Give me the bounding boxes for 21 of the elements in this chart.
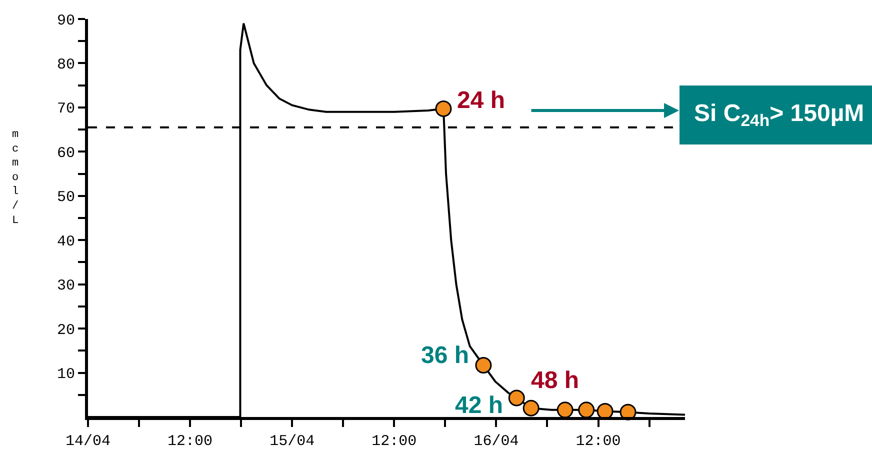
y-tick-label: 30 bbox=[56, 278, 75, 295]
y-axis-title: mcmol/L bbox=[12, 129, 19, 227]
x-tick-label: 12:00 bbox=[576, 433, 621, 450]
x-tick-label: 14/04 bbox=[65, 433, 111, 450]
y-tick-label: 50 bbox=[56, 189, 75, 206]
y-tick-label: 20 bbox=[56, 322, 75, 339]
x-tick-label: 12:00 bbox=[168, 433, 213, 450]
y-tick-label: 40 bbox=[56, 233, 75, 250]
y-tick-label: 90 bbox=[56, 12, 75, 30]
x-tick-label: 15/04 bbox=[270, 433, 315, 450]
y-tick-label: 10 bbox=[56, 366, 75, 384]
y-tick-label: 80 bbox=[56, 56, 75, 74]
text: Si C$_{24h}$> 150µM bbox=[694, 100, 864, 130]
annotation: 24 h bbox=[457, 87, 506, 114]
annotation: 42 h bbox=[455, 392, 504, 419]
annotation: 36 h bbox=[421, 342, 470, 369]
x-tick-label: 16/04 bbox=[474, 433, 519, 450]
y-tick-label: 60 bbox=[56, 144, 75, 162]
annotation: 48 h bbox=[531, 367, 580, 394]
x-tick-label: 12:00 bbox=[372, 433, 417, 450]
y-tick-label: 70 bbox=[56, 100, 75, 118]
